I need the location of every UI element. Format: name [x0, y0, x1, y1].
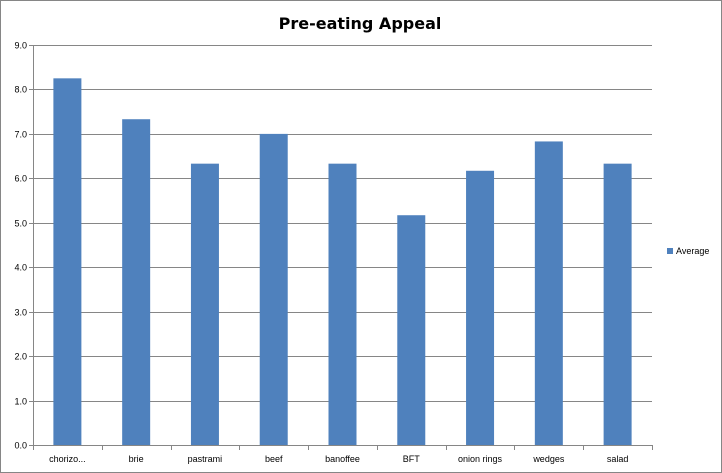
y-tick-label: 0.0 — [14, 441, 27, 451]
y-tick-label: 2.0 — [14, 352, 27, 362]
x-tick-label: BFT — [403, 454, 421, 464]
x-tick-label: pastrami — [188, 454, 223, 464]
bar — [190, 163, 219, 445]
x-tick-label: banoffee — [325, 454, 360, 464]
bar — [397, 215, 426, 445]
y-tick-label: 9.0 — [14, 41, 27, 51]
bar — [328, 163, 357, 445]
y-tick-label: 6.0 — [14, 174, 27, 184]
x-tick-label: chorizo... — [49, 454, 86, 464]
y-tick-label: 8.0 — [14, 85, 27, 95]
x-tick-label: wedges — [532, 454, 565, 464]
x-axis-tick-labels: chorizo... brie pastrami beef banoffee BFT oni… — [49, 454, 628, 464]
bar — [53, 78, 82, 445]
bar — [603, 163, 632, 445]
legend: Average — [667, 246, 709, 256]
y-tick-label: 7.0 — [14, 130, 27, 140]
y-tick-label: 4.0 — [14, 263, 27, 273]
x-tick-label: onion rings — [458, 454, 503, 464]
bar — [466, 170, 495, 445]
legend-swatch-average — [667, 248, 673, 254]
axes — [33, 45, 653, 450]
x-tick-label: salad — [607, 454, 629, 464]
y-tick-label: 3.0 — [14, 308, 27, 318]
bars — [53, 78, 632, 445]
bar — [259, 133, 288, 445]
chart-title: Pre-eating Appeal — [279, 14, 442, 33]
y-axis-tick-labels: 0.0 1.0 2.0 3.0 4.0 5.0 6.0 7.0 8.0 9.0 — [14, 41, 33, 451]
x-tick-label: beef — [265, 454, 283, 464]
legend-label-average: Average — [676, 246, 709, 256]
y-tick-label: 5.0 — [14, 219, 27, 229]
bar — [534, 141, 563, 445]
bar — [122, 119, 151, 445]
x-tick-label: brie — [129, 454, 144, 464]
y-tick-label: 1.0 — [14, 397, 27, 407]
